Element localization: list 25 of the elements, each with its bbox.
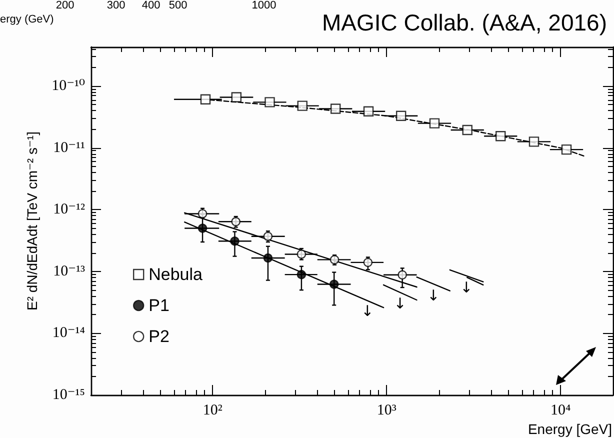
y-tick-label: 10⁻¹⁴ bbox=[52, 325, 85, 342]
y-axis-title: E² dN/dEdAdt [TeV cm⁻² s⁻¹] bbox=[24, 132, 40, 310]
y-tick-label: 10⁻¹⁵ bbox=[52, 387, 85, 403]
annotation: ↓ bbox=[427, 286, 440, 305]
chart-title: MAGIC Collab. (A&A, 2016) bbox=[322, 10, 608, 36]
x-tick-label: 10² bbox=[202, 402, 223, 418]
text: 500 bbox=[168, 0, 188, 12]
text: ergy (GeV) bbox=[0, 14, 54, 26]
legend-label: P2 bbox=[148, 327, 170, 346]
y-tick-label: 10⁻¹³ bbox=[53, 263, 86, 280]
text: 200 bbox=[56, 0, 74, 12]
legend-label: P1 bbox=[148, 296, 170, 315]
text: 300 bbox=[106, 0, 126, 12]
annotation: ↓ bbox=[460, 278, 473, 296]
text: 1000 bbox=[252, 0, 276, 12]
y-tick-label: 10⁻¹² bbox=[53, 202, 86, 218]
y-tick-label: 10⁻¹¹ bbox=[53, 140, 85, 156]
annotation: ↓ bbox=[394, 294, 406, 312]
legend-label: Nebula bbox=[148, 265, 204, 284]
annotation: ↓ bbox=[361, 302, 374, 320]
x-axis-title: Energy [GeV] bbox=[528, 421, 612, 437]
x-tick-label: 10³ bbox=[376, 402, 397, 418]
y-tick-label: 10⁻¹⁰ bbox=[52, 78, 85, 94]
text: 400 bbox=[142, 0, 160, 12]
x-tick-label: 10⁴ bbox=[550, 402, 571, 418]
